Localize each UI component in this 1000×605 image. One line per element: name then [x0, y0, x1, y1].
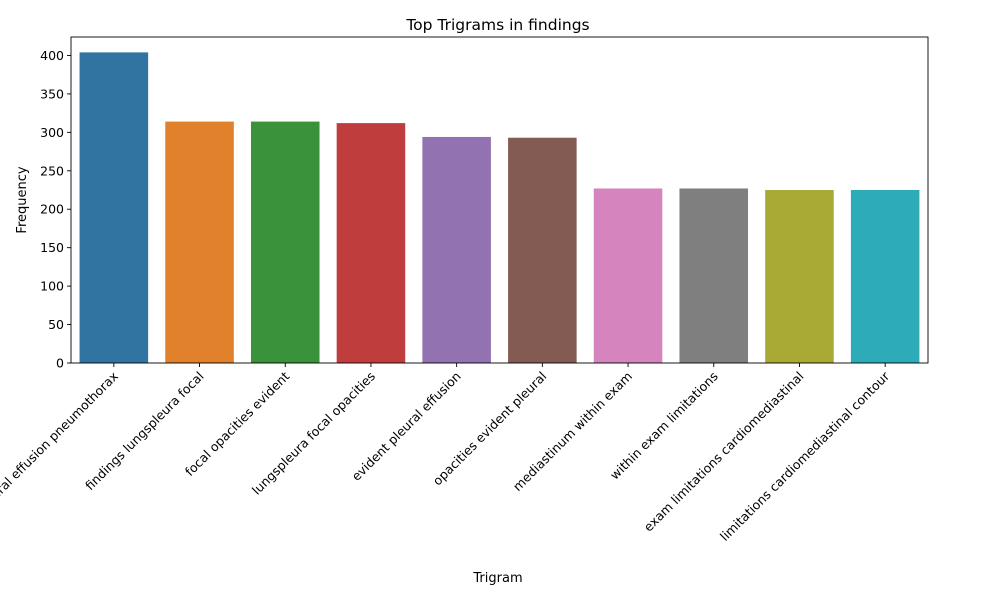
bar [679, 188, 749, 363]
y-tick-label: 250 [40, 163, 64, 178]
y-tick-label: 300 [40, 125, 64, 140]
y-axis-title: Frequency [15, 166, 30, 233]
bar [593, 188, 663, 363]
bar [765, 190, 834, 363]
x-tick-label: exam limitations cardiomediastinal [641, 369, 807, 535]
bar [336, 123, 406, 363]
y-tick-label: 150 [40, 240, 64, 255]
plot-frame [70, 36, 929, 364]
bar [79, 52, 149, 363]
chart-title: Top Trigrams in findings [405, 16, 589, 34]
y-tick-label: 400 [40, 48, 64, 63]
bar [165, 121, 234, 363]
y-tick-label: 50 [48, 317, 64, 332]
bar [508, 137, 577, 363]
bar [850, 190, 920, 363]
bar [422, 136, 491, 363]
x-axis-title: Trigram [472, 571, 522, 586]
x-tick-label: limitations cardiomediastinal contour [717, 368, 893, 544]
y-tick-label: 100 [40, 279, 64, 294]
y-tick-label: 200 [40, 202, 64, 217]
x-tick-label: pleural effusion pneumothorax [0, 369, 121, 516]
plot-area: 0 50 100 150 200 250 300 350 400 pleural effusion… [0, 36, 929, 544]
bar [250, 121, 320, 363]
y-tick-label: 0 [56, 356, 64, 371]
y-tick-label: 350 [40, 86, 64, 101]
